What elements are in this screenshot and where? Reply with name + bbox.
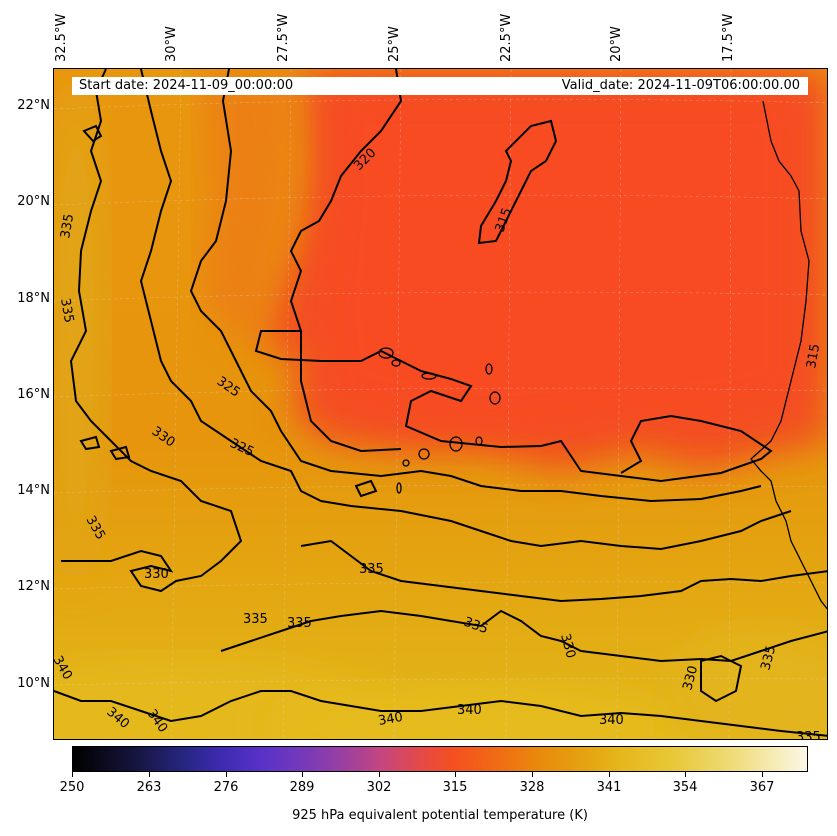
contour-label-335-d: 335 xyxy=(359,562,384,577)
date-info-box: Start date: 2024-11-09_00:00:00 Valid_da… xyxy=(72,77,808,95)
colorbar-tick xyxy=(302,772,303,777)
contour-label-335-a: 335 xyxy=(58,213,77,240)
map-canvas: 320 315 315 325 325 330 330 330 330 335 … xyxy=(54,69,827,740)
contour-335-west xyxy=(61,69,243,593)
contour-label-335-h: 335 xyxy=(758,644,779,672)
contour-320 xyxy=(254,69,773,483)
contour-label-315-b: 315 xyxy=(804,343,823,370)
lon-label-27-5w: 27.5°W xyxy=(276,13,291,62)
map-panel: 320 315 315 325 325 330 330 330 330 335 … xyxy=(53,68,828,740)
colorbar-label: 341 xyxy=(596,780,622,795)
start-date: Start date: 2024-11-09_00:00:00 xyxy=(79,78,294,93)
colorbar-tick xyxy=(685,772,686,777)
colorbar-tick xyxy=(532,772,533,777)
contour-label-335-e: 335 xyxy=(243,612,268,627)
colorbar-label: 263 xyxy=(136,780,162,795)
lat-label-12n: 12°N xyxy=(17,579,50,594)
colorbar-tick xyxy=(149,772,150,777)
lon-label-30w: 30°W xyxy=(164,26,179,62)
contour-320-south xyxy=(300,331,402,453)
colorbar-label: 250 xyxy=(59,780,85,795)
contour-blob-3 xyxy=(79,435,101,451)
contour-label-335-b: 335 xyxy=(57,297,76,324)
lon-label-25w: 25°W xyxy=(387,26,402,62)
contour-315-closed xyxy=(477,119,558,245)
contour-label-330-c: 330 xyxy=(557,632,578,660)
lon-label-22-5w: 22.5°W xyxy=(499,13,514,62)
colorbar-tick xyxy=(379,772,380,777)
lat-label-18n: 18°N xyxy=(17,291,50,306)
warm-zone-s xyxy=(271,686,671,739)
cape-verde-islands xyxy=(378,347,501,494)
colorbar-title: 925 hPa equivalent potential temperature… xyxy=(292,808,588,823)
contour-label-335-f: 335 xyxy=(287,616,312,631)
colorbar-label: 289 xyxy=(289,780,315,795)
contour-340-south xyxy=(54,690,827,737)
contour-label-330-b: 330 xyxy=(144,567,169,582)
cold-core-inner xyxy=(321,91,801,431)
colorbar-label: 354 xyxy=(672,780,698,795)
valid-date: Valid_date: 2024-11-09T06:00:00.00 xyxy=(561,78,800,93)
lat-label-10n: 10°N xyxy=(17,676,50,691)
contour-blob-1 xyxy=(82,124,103,143)
colorbar-label: 276 xyxy=(213,780,239,795)
contour-label-335-i: 335 xyxy=(796,730,821,740)
contour-label-340-e: 340 xyxy=(457,703,482,718)
colorbar-tick xyxy=(226,772,227,777)
contour-label-330-d: 330 xyxy=(680,664,701,692)
lat-label-16n: 16°N xyxy=(17,387,50,402)
contour-blob-2 xyxy=(354,479,378,498)
contour-330 xyxy=(139,69,792,551)
colorbar-label: 302 xyxy=(366,780,392,795)
colorbar-tick xyxy=(455,772,456,777)
contour-lines xyxy=(54,69,827,737)
transition-band xyxy=(201,69,301,351)
african-coastline xyxy=(750,100,827,610)
contour-325 xyxy=(189,69,762,503)
contour-label-340-d: 340 xyxy=(377,710,404,729)
contour-330-south xyxy=(300,539,827,603)
lon-label-32-5w: 32.5°W xyxy=(54,13,69,62)
contour-blob-4 xyxy=(109,445,131,461)
lat-label-20n: 20°N xyxy=(17,194,50,209)
colorbar-tick xyxy=(72,772,73,777)
colorbar-label: 315 xyxy=(442,780,468,795)
colorbar-tick xyxy=(609,772,610,777)
lat-label-14n: 14°N xyxy=(17,483,50,498)
colorbar-label: 367 xyxy=(749,780,775,795)
contour-335-south xyxy=(220,609,827,663)
colorbar xyxy=(72,746,808,772)
contour-330-closed xyxy=(700,654,743,703)
colorbar-tick xyxy=(762,772,763,777)
lon-label-17-5w: 17.5°W xyxy=(721,13,736,62)
lon-label-20w: 20°W xyxy=(609,26,624,62)
contour-label-340-f: 340 xyxy=(599,713,624,728)
lat-label-22n: 22°N xyxy=(17,98,50,113)
colorbar-label: 328 xyxy=(519,780,545,795)
